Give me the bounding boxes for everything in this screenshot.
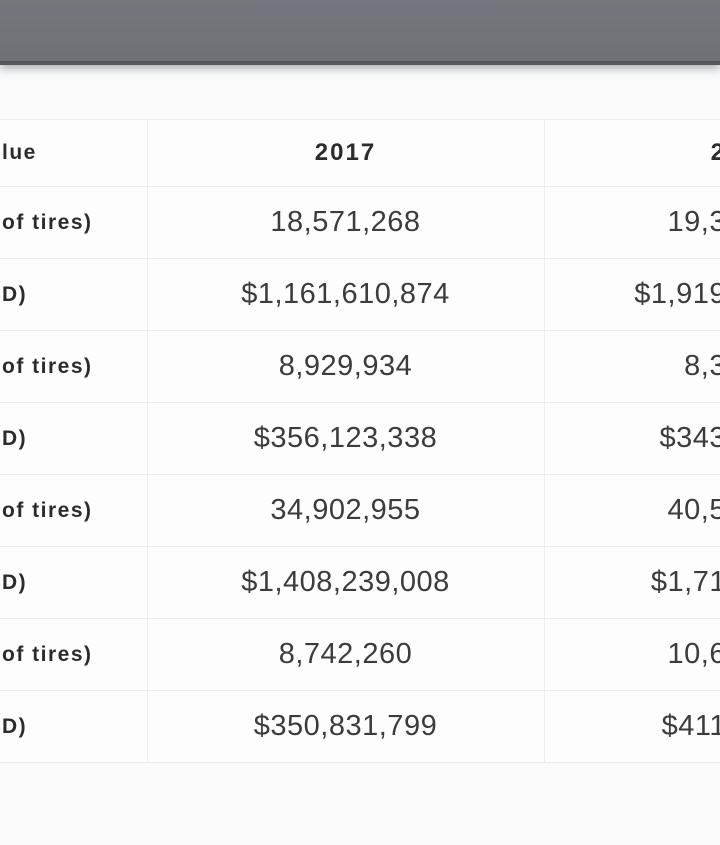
top-bar [0,0,720,65]
header-label-column: lue [0,119,148,187]
value-2017-cell: $1,161,610,874 [146,258,545,331]
value-2017-cell: 8,929,934 [146,330,545,403]
row-label-cell: of tires) [0,618,148,691]
table-viewport: lue 2017 2 of tires) 18,571,268 19,3 D) … [0,119,720,763]
table-row: of tires) 34,902,955 40,5 [0,474,720,547]
value-2017-cell: 8,742,260 [146,618,545,691]
value-next-year-cell: $411 [543,690,720,763]
value-2017-cell: $350,831,799 [146,690,545,763]
row-label-cell: of tires) [0,186,148,259]
value-next-year-cell: $1,919 [543,258,720,331]
row-label-cell: D) [0,546,148,619]
value-next-year-cell: $1,71 [543,546,720,619]
value-next-year-cell: $343 [543,402,720,475]
value-next-year-cell: 19,3 [543,186,720,259]
header-next-year: 2 [543,119,720,187]
table-row: D) $1,408,239,008 $1,71 [0,546,720,619]
value-2017-cell: 18,571,268 [146,186,545,259]
table-row: of tires) 8,929,934 8,3 [0,330,720,403]
table-row: D) $1,161,610,874 $1,919 [0,258,720,331]
row-label-cell: of tires) [0,330,148,403]
header-year-2017: 2017 [146,119,545,187]
table-header-row: lue 2017 2 [0,119,720,187]
value-2017-cell: $1,408,239,008 [146,546,545,619]
value-2017-cell: 34,902,955 [146,474,545,547]
row-label-cell: D) [0,258,148,331]
value-2017-cell: $356,123,338 [146,402,545,475]
table-row: of tires) 8,742,260 10,6 [0,618,720,691]
table-row: D) $350,831,799 $411 [0,690,720,763]
value-next-year-cell: 8,3 [543,330,720,403]
tire-data-table: lue 2017 2 of tires) 18,571,268 19,3 D) … [0,119,720,763]
value-next-year-cell: 10,6 [543,618,720,691]
table-row: D) $356,123,338 $343 [0,402,720,475]
row-label-cell: of tires) [0,474,148,547]
row-label-cell: D) [0,402,148,475]
value-next-year-cell: 40,5 [543,474,720,547]
table-row: of tires) 18,571,268 19,3 [0,186,720,259]
row-label-cell: D) [0,690,148,763]
